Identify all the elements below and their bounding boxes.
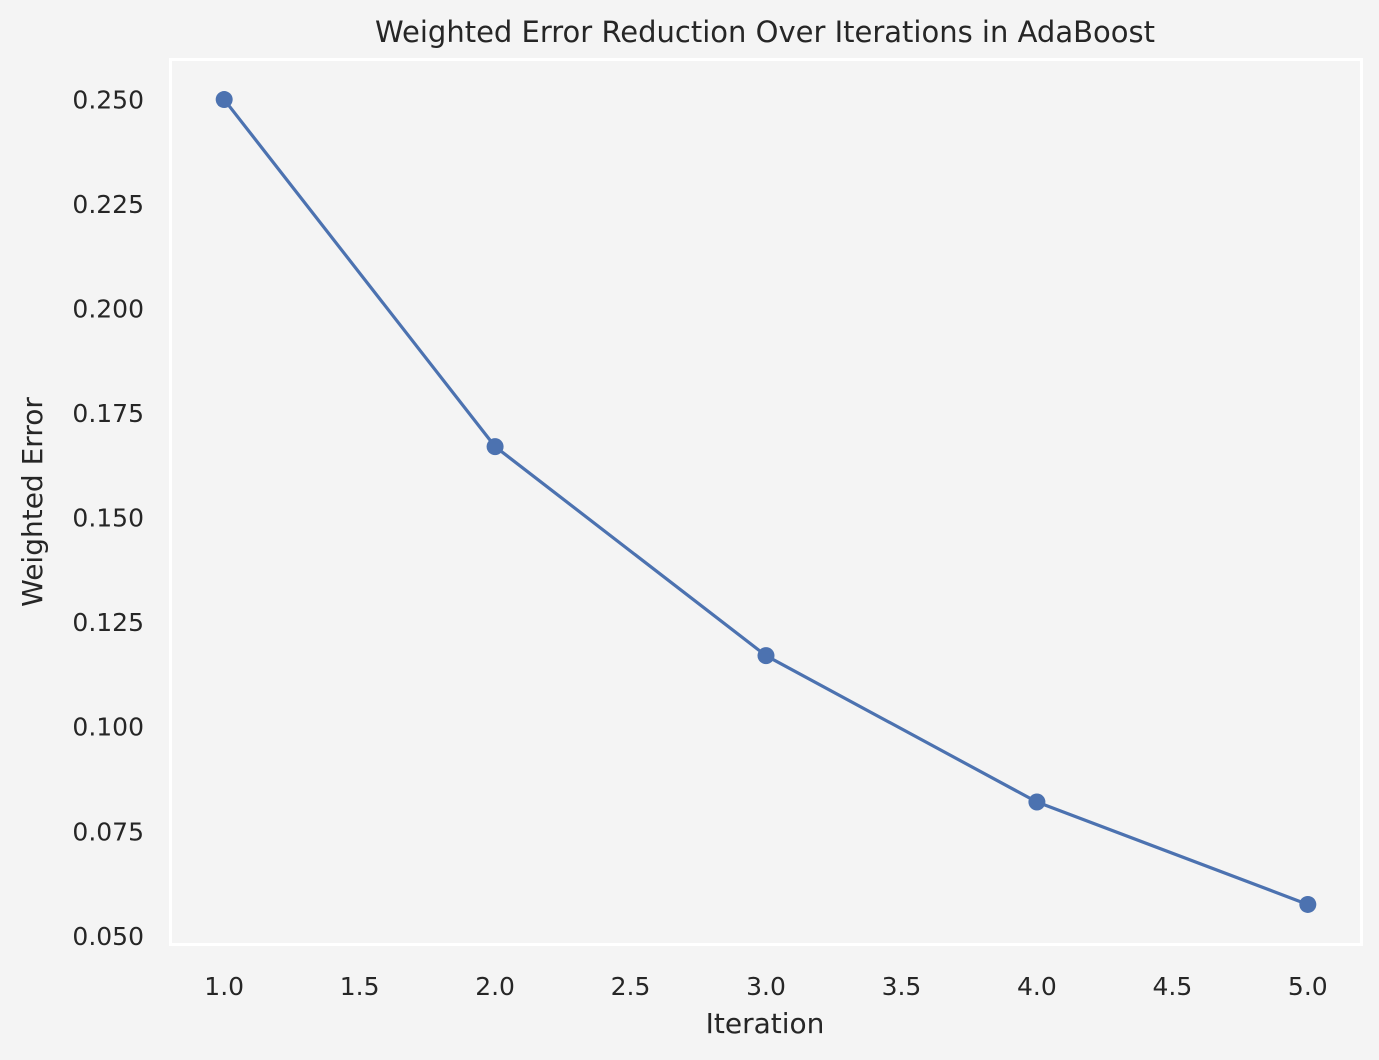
y-tick-label: 0.225 bbox=[72, 190, 144, 219]
data-point bbox=[1028, 793, 1046, 811]
y-tick-label: 0.050 bbox=[72, 922, 144, 951]
y-tick-label: 0.200 bbox=[72, 295, 144, 324]
x-tick-label: 4.0 bbox=[1017, 972, 1057, 1001]
y-axis: 0.050 0.075 0.100 0.125 0.150 0.175 0.200 0.225… bbox=[72, 86, 144, 951]
x-tick-label: 5.0 bbox=[1288, 972, 1328, 1001]
series-group bbox=[215, 91, 1317, 913]
x-tick-label: 3.5 bbox=[882, 972, 922, 1001]
plot-area bbox=[169, 58, 1363, 946]
x-axis-label: Iteration bbox=[706, 1007, 825, 1040]
x-tick-label: 2.5 bbox=[611, 972, 651, 1001]
x-tick-label: 1.0 bbox=[204, 972, 244, 1001]
x-tick-label: 4.5 bbox=[1152, 972, 1192, 1001]
y-axis-label: Weighted Error bbox=[16, 397, 49, 607]
y-tick-label: 0.175 bbox=[72, 399, 144, 428]
chart-title: Weighted Error Reduction Over Iterations… bbox=[375, 15, 1155, 49]
data-point bbox=[486, 438, 504, 456]
x-tick-label: 2.0 bbox=[475, 972, 515, 1001]
y-tick-label: 0.075 bbox=[72, 817, 144, 846]
data-point bbox=[215, 91, 233, 109]
x-tick-label: 3.0 bbox=[746, 972, 786, 1001]
x-axis: 1.0 1.5 2.0 2.5 3.0 3.5 4.0 4.5 5.0 bbox=[204, 972, 1327, 1001]
data-point bbox=[757, 647, 775, 665]
x-tick-label: 1.5 bbox=[340, 972, 380, 1001]
y-tick-label: 0.150 bbox=[72, 504, 144, 533]
y-tick-label: 0.125 bbox=[72, 608, 144, 637]
y-tick-label: 0.100 bbox=[72, 713, 144, 742]
y-tick-label: 0.250 bbox=[72, 86, 144, 115]
data-point bbox=[1299, 895, 1317, 913]
